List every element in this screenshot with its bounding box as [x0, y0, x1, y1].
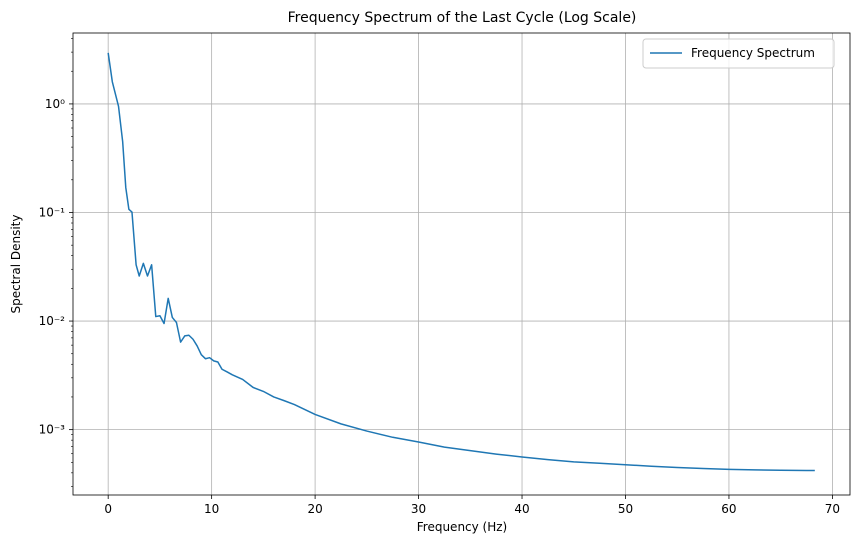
legend: Frequency Spectrum	[642, 38, 835, 69]
x-tick-label: 40	[514, 502, 529, 516]
x-tick-label: 20	[307, 502, 322, 516]
series-layer	[107, 52, 815, 472]
chart-title: Frequency Spectrum of the Last Cycle (Lo…	[288, 10, 637, 26]
y-tick-label: 10⁻³	[39, 423, 66, 437]
y-axis-label: Spectral Density	[9, 215, 23, 314]
legend-entry-label: Frequency Spectrum	[691, 46, 815, 60]
grid-layer	[73, 33, 850, 495]
x-tick-label: 70	[825, 502, 840, 516]
legend-box	[642, 38, 835, 69]
x-axis-label: Frequency (Hz)	[417, 520, 508, 534]
x-tick-label: 50	[618, 502, 633, 516]
y-tick-label: 10⁻²	[39, 314, 66, 328]
y-tick-label: 10⁰	[45, 97, 65, 111]
series-line	[107, 52, 815, 472]
x-tick-label: 30	[411, 502, 426, 516]
x-tick-label: 60	[721, 502, 736, 516]
x-tick-label: 10	[204, 502, 219, 516]
tick-layer: 0 10 20 30 40 50 60 70 10⁻³ 10⁻² 10⁻¹ 10⁰	[39, 38, 840, 516]
y-tick-label: 10⁻¹	[39, 205, 66, 219]
plot-frame	[72, 32, 851, 496]
x-tick-label: 0	[104, 502, 112, 516]
